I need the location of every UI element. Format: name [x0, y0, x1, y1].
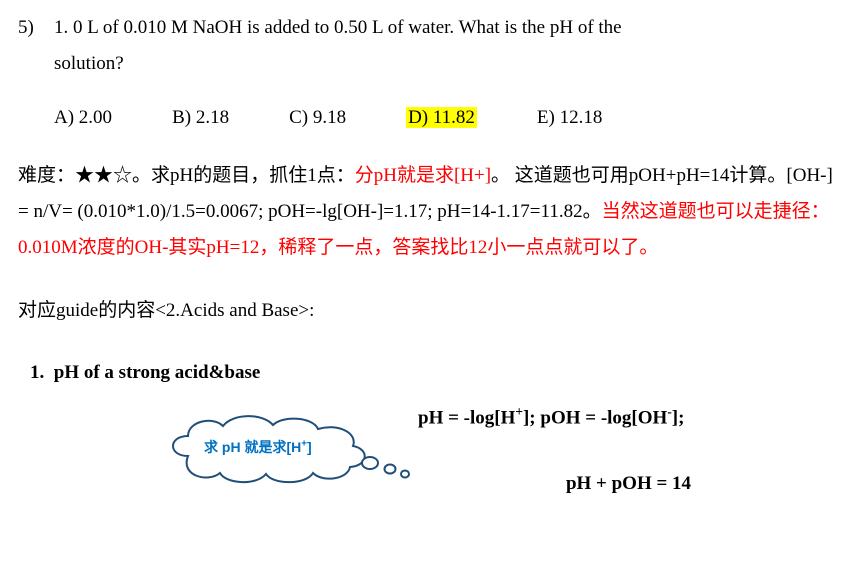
choice-d-wrap: D) 11.82 [406, 100, 477, 136]
question-line1: 1. 0 L of 0.010 M NaOH is added to 0.50 … [54, 17, 622, 38]
guide-reference: 对应guide的内容<2.Acids and Base>: [18, 293, 839, 329]
choice-e: E) 12.18 [537, 100, 602, 136]
sup-plus: + [515, 404, 523, 419]
choice-b: B) 2.18 [172, 100, 229, 136]
explanation-block: 难度：★★☆。求pH的题目，抓住1点：分pH就是求[H+]。 这道题也可用pOH… [18, 158, 839, 266]
cloud-text: 求 pH 就是求[H+] [204, 434, 312, 461]
explain-part1: 难度：★★☆。求pH的题目，抓住1点： [18, 165, 355, 186]
question-line2: solution? [54, 53, 124, 74]
choice-a: A) 2.00 [54, 100, 112, 136]
subsection-title: pH of a strong acid&base [54, 362, 261, 383]
cloud-label: 求 pH 就是求[H+] [204, 439, 312, 455]
bottom-row: 求 pH 就是求[H+] pH = -log[H+]; pOH = -log[O… [18, 399, 839, 503]
subsection-number: 1. [30, 362, 44, 383]
explain-red1: 分pH就是求[H+] [355, 165, 491, 186]
formula-mid: ]; pOH = -log[OH [523, 407, 667, 428]
formula-block: pH = -log[H+]; pOH = -log[OH-]; pH + pOH… [418, 399, 839, 503]
thought-cloud: 求 pH 就是求[H+] [158, 411, 418, 491]
formula-ph: pH = -log[H [418, 407, 515, 428]
question-text: 1. 0 L of 0.010 M NaOH is added to 0.50 … [54, 10, 839, 82]
question-block: 5) 1. 0 L of 0.010 M NaOH is added to 0.… [18, 10, 839, 82]
subsection-heading: 1. pH of a strong acid&base [30, 355, 839, 391]
answer-choices: A) 2.00 B) 2.18 C) 9.18 D) 11.82 E) 12.1… [54, 100, 839, 136]
choice-c: C) 9.18 [289, 100, 346, 136]
formula-end: ]; [672, 407, 685, 428]
choice-d-highlighted: D) 11.82 [406, 107, 477, 128]
formula-sum: pH + pOH = 14 [418, 466, 839, 502]
question-number: 5) [18, 10, 54, 82]
